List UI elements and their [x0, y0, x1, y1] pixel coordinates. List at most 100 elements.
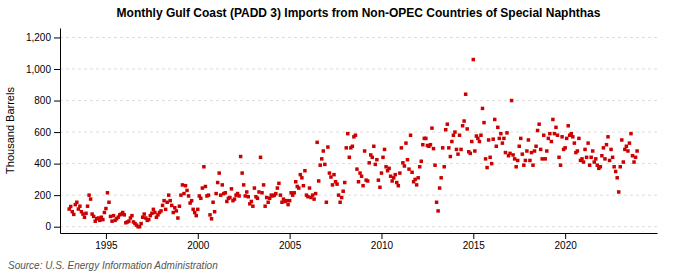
point — [288, 199, 292, 203]
point — [335, 182, 339, 186]
point — [447, 146, 451, 150]
point — [266, 201, 270, 205]
y-axis-tick: 400 — [34, 158, 60, 169]
point — [502, 137, 506, 141]
point — [150, 212, 154, 216]
point — [580, 157, 584, 161]
point — [527, 138, 531, 142]
point — [292, 191, 296, 195]
point — [311, 193, 315, 197]
point — [331, 183, 335, 187]
point — [338, 201, 342, 205]
point — [554, 126, 558, 130]
point — [72, 213, 76, 217]
point — [172, 211, 176, 215]
point — [510, 99, 513, 103]
point — [508, 152, 512, 156]
tick-label: 1,200 — [26, 32, 51, 43]
tick-label: 2000 — [187, 240, 210, 251]
point — [623, 148, 627, 152]
tick-mark — [54, 164, 60, 165]
point — [478, 140, 482, 144]
point — [605, 143, 609, 147]
point — [237, 194, 241, 198]
tick-label: 2020 — [555, 240, 578, 251]
point — [286, 203, 290, 207]
point — [488, 156, 492, 160]
point — [501, 141, 505, 145]
point — [328, 171, 332, 175]
point — [542, 133, 546, 137]
point — [375, 158, 379, 162]
y-axis-tick: 1,200 — [26, 32, 60, 43]
y-axis-tick: 1,000 — [26, 64, 60, 75]
x-axis-tick: 2020 — [555, 233, 578, 251]
point — [262, 183, 266, 187]
point — [450, 140, 454, 144]
point — [536, 129, 540, 133]
point — [162, 199, 166, 203]
point — [259, 156, 263, 160]
point — [185, 189, 189, 193]
point — [390, 179, 394, 183]
point — [404, 141, 408, 145]
point — [387, 167, 391, 171]
point — [459, 148, 463, 152]
point — [165, 201, 169, 205]
point — [239, 155, 243, 159]
point — [446, 122, 450, 126]
point — [340, 196, 344, 200]
point — [214, 192, 218, 196]
point — [103, 211, 107, 215]
point — [453, 130, 457, 134]
point — [533, 149, 537, 153]
point — [202, 165, 206, 169]
point — [565, 137, 569, 141]
point — [403, 164, 407, 168]
point — [576, 149, 580, 153]
tick-label: 2005 — [279, 240, 302, 251]
point — [378, 186, 382, 190]
point — [315, 141, 319, 145]
point — [614, 170, 618, 174]
point — [332, 173, 336, 177]
point — [596, 163, 600, 167]
point — [112, 214, 116, 218]
point — [464, 92, 468, 96]
point — [383, 148, 387, 152]
point — [620, 138, 624, 142]
point — [377, 178, 381, 182]
point — [505, 131, 509, 135]
point — [247, 195, 251, 199]
point — [537, 122, 541, 126]
point — [92, 215, 96, 219]
y-axis-line — [60, 29, 61, 234]
point — [276, 186, 280, 190]
point — [571, 135, 575, 139]
point — [351, 145, 355, 149]
point — [461, 124, 465, 128]
point — [573, 141, 577, 145]
point — [384, 165, 388, 169]
point — [312, 197, 316, 201]
y-axis: 02004006008001,0001,200 — [26, 29, 61, 234]
point — [438, 186, 442, 190]
x-axis-tick: 2000 — [187, 233, 210, 251]
tick-label: 1995 — [95, 240, 118, 251]
point — [514, 165, 518, 169]
point — [600, 154, 604, 158]
point — [548, 132, 552, 136]
point — [280, 201, 284, 205]
point — [439, 176, 443, 180]
point — [337, 193, 341, 197]
point — [479, 133, 483, 137]
point — [123, 213, 127, 217]
tick-mark — [198, 233, 199, 239]
point — [354, 133, 358, 137]
point — [164, 208, 168, 212]
point — [193, 211, 197, 215]
tick-mark — [54, 132, 60, 133]
point — [524, 159, 528, 163]
point — [525, 149, 529, 153]
point — [253, 186, 257, 190]
